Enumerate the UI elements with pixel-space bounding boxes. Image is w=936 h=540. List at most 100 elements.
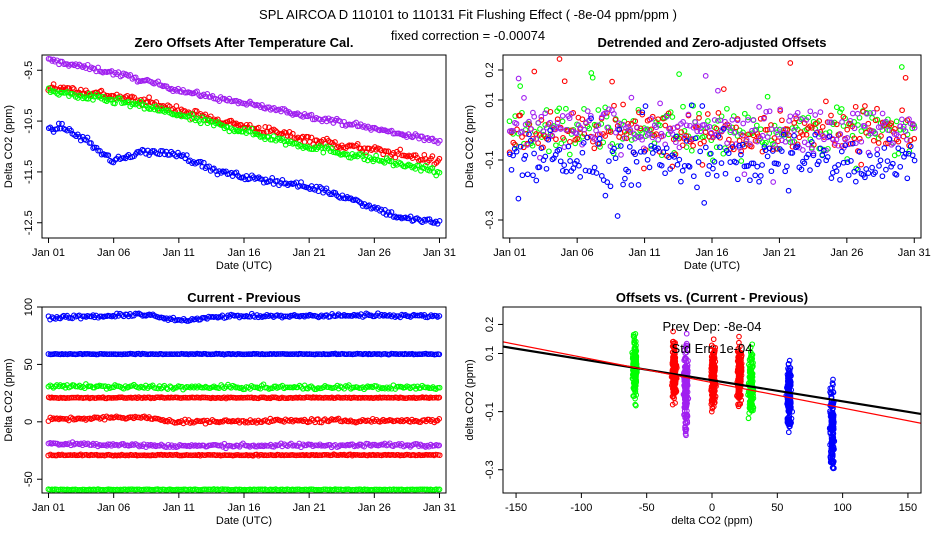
data-point bbox=[828, 119, 835, 126]
data-point bbox=[824, 154, 831, 160]
data-point bbox=[52, 383, 59, 390]
data-point bbox=[640, 145, 647, 152]
data-point bbox=[219, 95, 226, 102]
data-point bbox=[775, 138, 781, 145]
data-point bbox=[633, 342, 639, 349]
data-point bbox=[785, 400, 792, 406]
data-point bbox=[559, 113, 566, 119]
data-point bbox=[207, 442, 214, 449]
data-point bbox=[557, 126, 564, 132]
data-point bbox=[863, 110, 870, 117]
data-point bbox=[671, 154, 678, 160]
data-point bbox=[635, 182, 642, 188]
data-point bbox=[231, 383, 238, 390]
data-point bbox=[810, 152, 817, 159]
data-point bbox=[791, 132, 797, 139]
data-point bbox=[392, 130, 398, 137]
data-point bbox=[676, 144, 683, 151]
data-point bbox=[669, 131, 676, 137]
data-point bbox=[371, 350, 378, 357]
data-point bbox=[893, 171, 900, 178]
data-point bbox=[62, 384, 69, 391]
data-point bbox=[694, 184, 700, 191]
data-point bbox=[364, 311, 371, 318]
data-point bbox=[574, 158, 580, 164]
data-point bbox=[889, 160, 896, 167]
data-point bbox=[129, 452, 135, 458]
data-point bbox=[374, 452, 381, 458]
data-point bbox=[531, 150, 537, 157]
data-point bbox=[538, 117, 545, 123]
chart-panel-p4: Offsets vs. (Current - Previous)-150 -100… bbox=[464, 290, 922, 527]
x-tick-label: Jan 06 bbox=[561, 247, 594, 259]
data-point bbox=[682, 423, 688, 430]
data-point bbox=[301, 139, 308, 145]
data-point bbox=[828, 112, 834, 119]
data-point bbox=[531, 68, 538, 75]
data-point bbox=[517, 112, 523, 119]
data-point bbox=[369, 124, 376, 131]
data-point bbox=[642, 103, 649, 109]
data-point bbox=[631, 333, 638, 340]
data-point bbox=[549, 156, 556, 163]
data-point bbox=[339, 192, 346, 199]
data-point bbox=[248, 125, 255, 132]
data-point bbox=[561, 162, 568, 168]
data-point bbox=[433, 312, 440, 319]
data-point bbox=[785, 373, 792, 380]
data-point bbox=[247, 128, 253, 135]
data-point bbox=[231, 418, 238, 425]
data-point bbox=[125, 486, 132, 493]
data-point bbox=[785, 375, 791, 382]
y-tick-label: -0.3 bbox=[484, 211, 496, 230]
data-point bbox=[745, 117, 751, 123]
data-point bbox=[151, 351, 157, 358]
data-point bbox=[517, 143, 524, 150]
data-point bbox=[736, 339, 742, 346]
data-point bbox=[786, 386, 792, 392]
data-point bbox=[506, 118, 513, 125]
data-point bbox=[748, 395, 754, 402]
data-point bbox=[428, 312, 434, 318]
y-tick-label: -50 bbox=[23, 471, 35, 487]
data-point bbox=[870, 137, 877, 144]
data-point bbox=[757, 115, 764, 122]
data-point bbox=[646, 164, 653, 171]
data-point bbox=[748, 160, 755, 167]
data-point bbox=[801, 160, 808, 167]
data-point bbox=[436, 384, 443, 391]
data-point bbox=[745, 163, 751, 169]
data-point bbox=[587, 112, 594, 119]
data-point bbox=[733, 159, 739, 166]
data-point bbox=[694, 128, 701, 135]
x-tick-label: Jan 21 bbox=[293, 502, 326, 514]
y-tick-label: 50 bbox=[23, 358, 35, 370]
data-point bbox=[108, 486, 115, 493]
data-point bbox=[692, 119, 699, 125]
data-point bbox=[591, 145, 598, 152]
data-point bbox=[371, 452, 378, 458]
data-point bbox=[902, 128, 909, 135]
data-point bbox=[823, 98, 829, 105]
data-point bbox=[745, 131, 752, 138]
data-point bbox=[649, 150, 656, 156]
data-point bbox=[724, 105, 730, 112]
data-point bbox=[409, 134, 416, 141]
data-point bbox=[746, 410, 753, 416]
data-point bbox=[662, 170, 668, 177]
data-point bbox=[255, 124, 262, 131]
data-point bbox=[653, 131, 660, 137]
data-point bbox=[322, 145, 328, 151]
data-point bbox=[59, 120, 65, 127]
data-point bbox=[574, 135, 580, 142]
data-point bbox=[371, 486, 378, 493]
data-point bbox=[144, 486, 151, 493]
data-point bbox=[669, 382, 675, 389]
data-point bbox=[211, 441, 217, 448]
x-tick-label: Jan 16 bbox=[695, 247, 728, 259]
data-point bbox=[713, 172, 720, 179]
data-point bbox=[436, 394, 443, 401]
data-point bbox=[591, 136, 598, 142]
data-point bbox=[632, 368, 639, 375]
x-tick-label: Jan 21 bbox=[293, 247, 326, 259]
